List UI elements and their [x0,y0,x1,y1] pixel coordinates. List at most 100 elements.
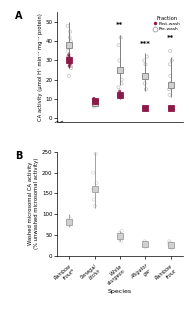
Point [68,58,71,63]
Point [95,180,98,185]
Point [69,216,72,221]
Point [91,187,94,192]
Point [169,105,172,110]
Point [143,239,146,244]
Point [118,89,121,94]
Point [143,105,146,110]
Point [143,241,146,246]
Point [69,29,72,34]
Point [68,222,71,227]
Point [68,62,71,67]
Point [66,218,69,223]
Point [170,244,173,249]
Point [69,62,72,67]
Point [117,43,120,48]
Point [92,197,95,202]
Text: ***: *** [140,41,151,47]
Point [93,100,96,105]
Point [169,240,172,245]
Text: B: B [15,151,22,161]
Point [120,67,123,72]
Point [92,104,95,109]
Point [118,92,121,97]
Point [119,239,122,244]
X-axis label: Species: Species [108,289,132,294]
Point [66,23,69,28]
Point [92,96,95,101]
Point [168,106,171,111]
Point [144,87,147,92]
Point [146,54,149,59]
Point [93,98,96,103]
Point [93,98,96,103]
Point [145,105,148,110]
Point [93,102,96,107]
Point [170,246,173,251]
Point [143,81,146,86]
Point [167,87,170,92]
Point [169,73,172,78]
Point [67,73,70,78]
Point [144,240,147,245]
Point [68,58,71,63]
Point [93,100,96,105]
Point [118,95,121,100]
Point [168,239,171,244]
Point [93,203,96,208]
Point [94,151,97,156]
Text: **: ** [116,22,124,28]
Point [69,66,72,71]
Point [120,77,123,82]
Text: A: A [15,11,22,22]
Point [170,58,173,63]
Point [169,81,172,86]
Point [168,92,171,97]
Point [120,228,123,233]
Point [144,106,147,111]
Point [144,244,147,249]
Point [119,35,122,40]
Legend: Post-wash, Pre-wash: Post-wash, Pre-wash [153,15,181,32]
Point [145,106,148,111]
Point [142,243,145,248]
Point [117,85,120,90]
Point [145,106,148,111]
Point [143,58,146,63]
Point [91,170,94,175]
Point [169,107,172,112]
Point [144,106,147,111]
Point [119,236,122,241]
Point [70,64,73,69]
Point [118,231,121,236]
Point [68,35,71,40]
Point [168,243,171,248]
Point [168,62,171,67]
Point [144,73,147,78]
Point [68,64,71,69]
Point [68,220,71,225]
Point [67,52,70,57]
Point [67,54,70,59]
Point [118,237,121,242]
Point [169,106,172,111]
Point [66,43,69,48]
Point [168,241,171,246]
Y-axis label: Washed microsomal CA activity
(% unwashed microsomal activity): Washed microsomal CA activity (% unwashe… [29,158,39,250]
Point [93,96,96,101]
Point [118,92,121,97]
Text: **: ** [167,35,174,41]
Point [118,58,121,63]
Point [169,48,172,53]
Point [67,60,70,65]
Point [67,48,70,53]
Point [144,62,147,67]
Point [69,219,72,224]
Point [67,60,70,65]
Point [120,81,123,86]
Point [68,56,71,61]
Y-axis label: CA activity (μmol H⁺ min⁻¹ mg⁻¹ protein): CA activity (μmol H⁺ min⁻¹ mg⁻¹ protein) [38,13,43,121]
Point [119,95,122,100]
Point [120,233,123,238]
Point [170,242,173,247]
Point [92,96,95,101]
